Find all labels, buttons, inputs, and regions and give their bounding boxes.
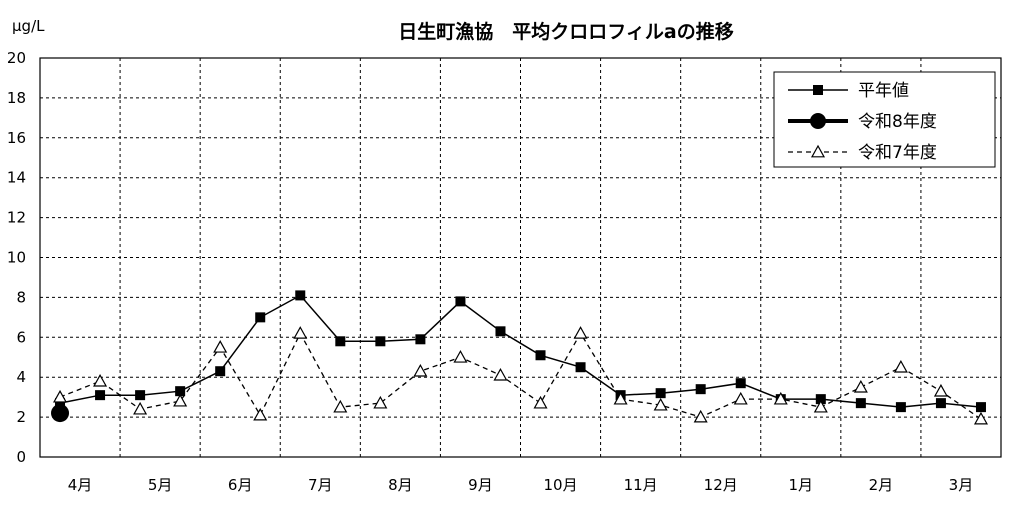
x-tick-label: 10月	[543, 476, 577, 494]
point-heinen	[815, 394, 826, 405]
point-heinen	[335, 336, 346, 347]
y-tick-label: 16	[7, 129, 26, 147]
point-r7	[573, 326, 588, 339]
legend-label: 令和7年度	[858, 143, 937, 163]
y-tick-label: 2	[16, 408, 26, 426]
point-heinen	[535, 350, 546, 361]
y-axis-ticks: 0 2 4 6 8 10 12 14 16 18 20	[7, 49, 26, 466]
point-heinen	[975, 402, 986, 413]
point-r7	[333, 399, 348, 413]
x-tick-label: 5月	[148, 476, 173, 494]
x-tick-label: 3月	[949, 476, 974, 494]
point-r7	[853, 379, 868, 393]
y-tick-label: 18	[7, 89, 26, 107]
point-heinen	[55, 398, 66, 409]
point-r7	[533, 395, 548, 409]
point-r7	[53, 389, 68, 403]
x-tick-label: 9月	[468, 476, 493, 494]
legend-label: 平年値	[858, 81, 909, 101]
point-r7	[133, 401, 148, 415]
point-heinen	[135, 390, 146, 401]
point-r7	[693, 409, 708, 423]
y-tick-label: 20	[7, 49, 26, 67]
y-tick-label: 14	[7, 169, 26, 187]
y-tick-label: 0	[16, 448, 26, 466]
x-tick-label: 2月	[869, 476, 894, 494]
point-heinen	[215, 366, 226, 377]
point-r7	[733, 391, 748, 405]
point-r7	[813, 399, 828, 413]
y-tick-label: 4	[16, 368, 26, 386]
x-tick-label: 7月	[308, 476, 333, 494]
point-r7	[413, 363, 428, 377]
point-heinen	[415, 334, 426, 345]
point-r7	[253, 407, 268, 421]
point-r7	[293, 326, 308, 339]
x-tick-label: 4月	[68, 476, 93, 494]
point-r7	[453, 350, 468, 363]
y-tick-label: 6	[16, 328, 26, 346]
point-heinen	[655, 388, 666, 399]
point-heinen	[95, 390, 106, 401]
point-heinen	[455, 296, 466, 307]
y-tick-label: 10	[7, 249, 26, 267]
point-r7	[173, 393, 188, 407]
point-r7	[613, 391, 628, 405]
point-heinen	[735, 378, 746, 389]
point-heinen	[255, 312, 266, 323]
point-r7	[933, 383, 948, 397]
chart-title: 日生町漁協 平均クロロフィルaの推移	[398, 20, 733, 43]
point-heinen	[575, 362, 586, 373]
y-tick-label: 8	[16, 288, 26, 306]
point-heinen	[495, 326, 506, 337]
point-heinen	[375, 336, 386, 347]
series-line-heinen	[59, 294, 982, 408]
point-heinen	[695, 384, 706, 395]
point-heinen	[895, 402, 906, 413]
point-r7	[213, 340, 228, 353]
point-r8	[51, 404, 70, 423]
x-tick-label: 8月	[388, 476, 413, 494]
legend-label: 令和8年度	[858, 112, 937, 132]
x-tick-label: 12月	[704, 476, 738, 494]
x-tick-label: 1月	[789, 476, 814, 494]
x-tick-label: 11月	[624, 476, 658, 494]
data-series	[51, 290, 988, 425]
plot-axes	[39, 57, 1002, 458]
legend-swatch-marker	[813, 85, 823, 95]
point-heinen	[295, 290, 306, 301]
point-r7	[773, 391, 788, 405]
point-r7	[493, 367, 508, 381]
point-heinen	[175, 386, 186, 397]
y-tick-label: 12	[7, 209, 26, 227]
point-r7	[893, 359, 908, 373]
legend-swatch-marker	[810, 113, 826, 129]
plot-frame	[39, 57, 1002, 458]
legend-swatch-marker	[810, 144, 826, 158]
y-axis-unit: μg/L	[12, 17, 45, 35]
x-axis-ticks: 4月 5月 6月 7月 8月 9月 10月 11月 12月 1月 2月 3月	[68, 476, 973, 494]
point-r7	[93, 373, 108, 387]
point-r7	[973, 411, 988, 425]
point-heinen	[935, 398, 946, 409]
x-tick-label: 6月	[228, 476, 253, 494]
point-heinen	[855, 398, 866, 409]
point-r7	[373, 395, 388, 409]
point-r7	[653, 397, 668, 411]
